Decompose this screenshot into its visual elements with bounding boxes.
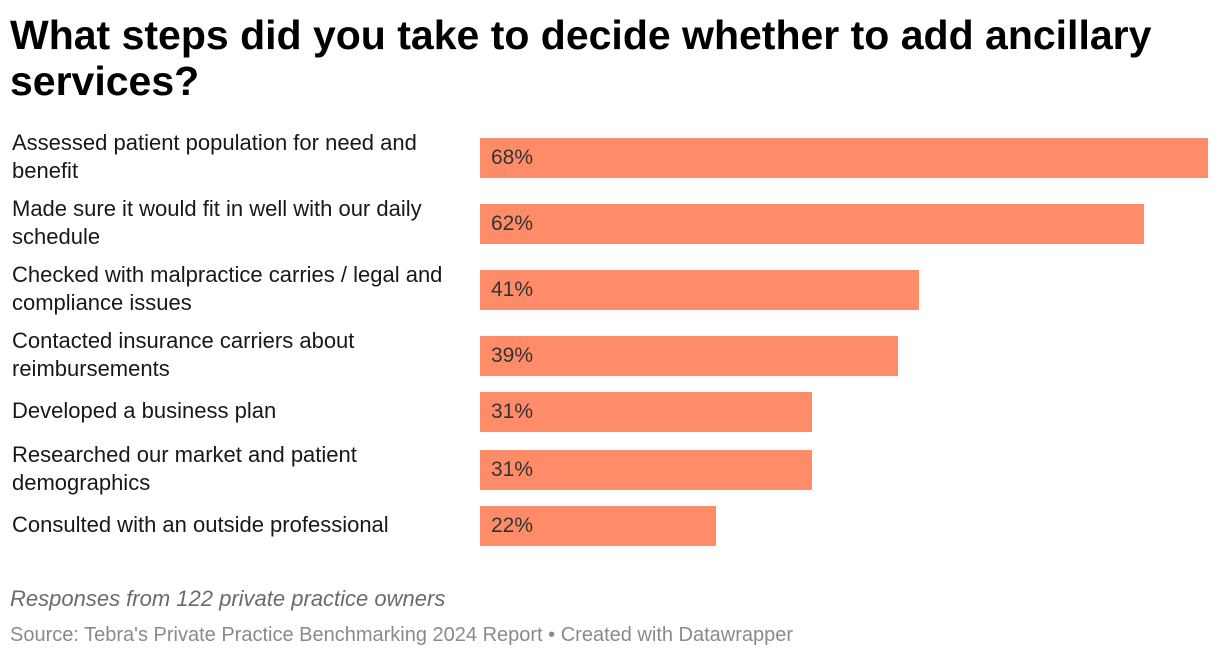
value-label: 22% [491, 514, 534, 537]
chart-source: Source: Tebra's Private Practice Benchma… [10, 624, 794, 646]
category-label: Researched our market and patient demogr… [12, 442, 357, 495]
bar [480, 270, 919, 310]
bar [480, 336, 898, 376]
category-label: Consulted with an outside professional [12, 512, 389, 537]
value-label: 31% [491, 400, 534, 423]
category-label: Contacted insurance carriers about reimb… [12, 328, 355, 381]
chart-note: Responses from 122 private practice owne… [10, 586, 446, 611]
bar [480, 506, 716, 546]
value-label: 41% [491, 278, 534, 301]
chart-title: What steps did you take to decide whethe… [10, 12, 1152, 104]
value-label: 62% [491, 212, 534, 235]
value-label: 31% [491, 458, 534, 481]
value-label: 39% [491, 344, 534, 367]
category-label: Assessed patient population for need and… [12, 130, 417, 183]
category-label: Made sure it would fit in well with our … [12, 196, 422, 249]
bar [480, 450, 812, 490]
value-label: 68% [491, 146, 534, 169]
bar [480, 204, 1144, 244]
category-label: Developed a business plan [12, 398, 277, 423]
bar [480, 138, 1208, 178]
category-label: Checked with malpractice carries / legal… [12, 262, 443, 315]
bar [480, 392, 812, 432]
